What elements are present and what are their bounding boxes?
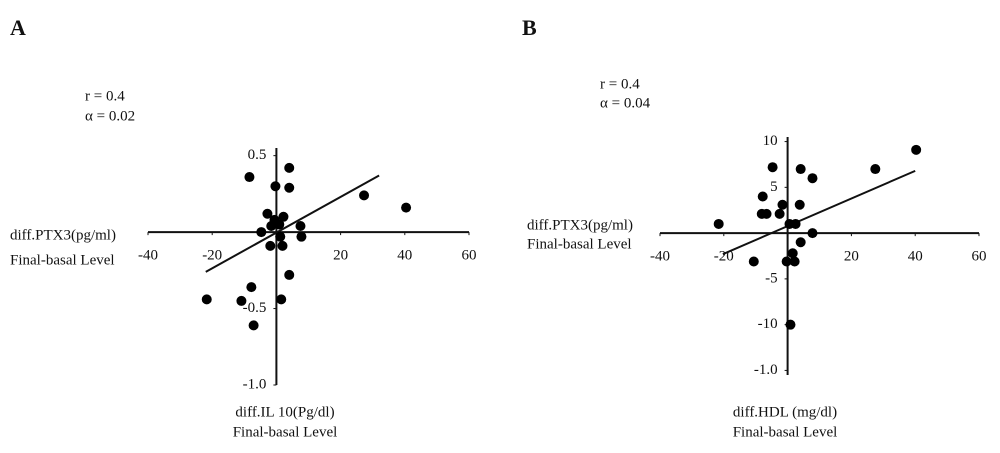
- x-tick-label: -40: [138, 248, 158, 264]
- point: [246, 282, 257, 293]
- point: [807, 173, 818, 184]
- x-tick-label: 20: [333, 248, 348, 264]
- point: [757, 191, 768, 202]
- point: [265, 240, 276, 251]
- panel-label: A: [10, 15, 26, 40]
- x-tick-label: 40: [397, 248, 412, 264]
- point: [870, 164, 881, 175]
- point: [785, 319, 796, 330]
- point: [266, 220, 277, 231]
- point: [359, 190, 370, 201]
- point: [781, 256, 792, 267]
- y-tick-label: 10: [763, 133, 778, 149]
- annotation: α = 0.02: [85, 108, 135, 124]
- point: [713, 218, 724, 229]
- point: [767, 162, 778, 173]
- point: [275, 231, 286, 242]
- point: [244, 172, 255, 183]
- x-tick-label: 60: [972, 249, 987, 265]
- x-tick-label: -20: [202, 248, 222, 264]
- y-tick-label: -1.0: [754, 362, 778, 378]
- y-tick-label: -5: [765, 270, 778, 286]
- annotation: α = 0.04: [600, 95, 651, 111]
- y-axis-label: diff.PTX3(pg/ml): [10, 227, 116, 243]
- point: [236, 295, 247, 306]
- x-tick-label: 40: [908, 249, 923, 265]
- point: [270, 181, 281, 192]
- x-axis-label: diff.HDL (mg/dl): [733, 404, 837, 420]
- point: [276, 294, 287, 305]
- point: [787, 248, 798, 259]
- y-tick-label: 0.5: [248, 147, 267, 163]
- x-tick-label: 20: [844, 249, 859, 265]
- point: [284, 182, 295, 193]
- point: [790, 218, 801, 229]
- y-axis-label: Final-basal Level: [10, 252, 115, 268]
- point: [795, 164, 806, 175]
- x-axis-label: Final-basal Level: [733, 424, 838, 440]
- point: [401, 202, 412, 213]
- trend-line: [722, 169, 916, 256]
- point: [256, 227, 267, 238]
- point: [807, 228, 818, 239]
- y-tick-label: 5: [770, 179, 778, 195]
- point: [277, 240, 288, 251]
- point: [284, 269, 295, 280]
- point: [284, 162, 295, 173]
- panel-label: B: [522, 15, 537, 40]
- point: [296, 231, 307, 242]
- point: [295, 220, 306, 231]
- x-axis-label: diff.IL 10(Pg/dl): [235, 404, 334, 420]
- point: [201, 294, 212, 305]
- trend-line: [205, 174, 380, 273]
- y-axis-label: Final-basal Level: [527, 236, 632, 252]
- point: [795, 237, 806, 248]
- y-tick-label: -0.5: [243, 300, 267, 316]
- y-axis-label: diff.PTX3(pg/ml): [527, 217, 633, 233]
- point: [761, 208, 772, 219]
- point: [748, 256, 759, 267]
- annotation: r = 0.4: [600, 76, 640, 92]
- x-tick-label: -40: [650, 249, 670, 265]
- annotation: r = 0.4: [85, 88, 125, 104]
- point: [248, 320, 259, 331]
- point: [911, 144, 922, 155]
- point: [777, 199, 788, 210]
- point: [789, 256, 800, 267]
- point: [794, 199, 805, 210]
- point: [278, 211, 289, 222]
- y-tick-label: -10: [758, 316, 778, 332]
- x-tick-label: 60: [462, 248, 477, 264]
- y-tick-label: -1.0: [243, 376, 267, 392]
- point: [262, 208, 273, 219]
- x-axis-label: Final-basal Level: [233, 424, 338, 440]
- point: [774, 208, 785, 219]
- point: [274, 219, 285, 230]
